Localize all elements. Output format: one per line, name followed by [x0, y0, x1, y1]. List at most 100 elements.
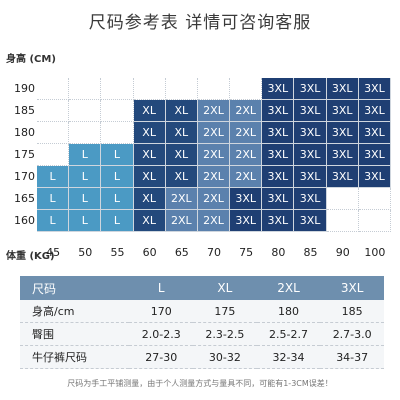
grid-cell: 2XL	[197, 188, 231, 210]
size-table: 尺码 L XL 2XL 3XL 身高/cm 170 175 180 185 臀围 2.0-2.3 2.3…	[20, 276, 384, 369]
grid-cell: 3XL	[262, 188, 295, 210]
grid-cell: 2XL	[230, 166, 263, 188]
grid-cell	[101, 100, 134, 122]
grid-cell	[358, 188, 391, 210]
table-row: 身高/cm 170 175 180 185	[20, 300, 384, 323]
grid-cell	[197, 78, 231, 100]
weight-tick: 55	[110, 246, 125, 259]
grid-cell: 2XL	[197, 166, 231, 188]
height-tick: 190	[14, 82, 35, 95]
table-cell: 2.0-2.3	[129, 322, 194, 346]
grid-cell: 2XL	[230, 100, 263, 122]
table-header-cell: L	[129, 276, 194, 300]
table-cell: 2.3-2.5	[193, 322, 257, 346]
grid-cell: 3XL	[294, 188, 327, 210]
table-cell: 27-30	[129, 345, 194, 369]
weight-tick: 75	[239, 246, 254, 259]
grid-cell	[326, 188, 359, 210]
grid-cell	[358, 210, 391, 232]
grid-cell: 3XL	[294, 210, 327, 232]
height-tick: 180	[14, 126, 35, 139]
weight-tick: 80	[271, 246, 286, 259]
grid-cell: 3XL	[262, 166, 295, 188]
grid-cell: 3XL	[326, 100, 359, 122]
grid-cell: 2XL	[197, 210, 231, 232]
grid-cell: 2XL	[230, 144, 263, 166]
table-header-cell: XL	[193, 276, 257, 300]
grid-cell: L	[69, 144, 102, 166]
grid-cell: 2XL	[165, 188, 198, 210]
grid-cell: 3XL	[294, 78, 327, 100]
table-cell: 180	[256, 300, 321, 323]
measurement-note: 尺码为手工平铺测量，由于个人测量方式与量具不同，可能有1-3CM误差！	[67, 379, 333, 388]
table-cell: 牛仔裤尺码	[20, 345, 130, 369]
grid-cell: 3XL	[326, 78, 359, 100]
table-cell: 32-34	[256, 345, 321, 369]
grid-cell: L	[37, 166, 70, 188]
grid-cell: L	[101, 166, 134, 188]
grid-cell	[69, 78, 102, 100]
grid-cell: 3XL	[326, 122, 359, 144]
table-cell: 185	[320, 300, 384, 323]
grid-cell: 3XL	[262, 210, 295, 232]
grid-cell: 3XL	[262, 122, 295, 144]
grid-cell: 3XL	[294, 122, 327, 144]
grid-cell	[230, 78, 263, 100]
weight-tick: 100	[364, 246, 386, 259]
grid-cell: 2XL	[230, 122, 263, 144]
page-title: 尺码参考表 详情可咨询客服	[88, 13, 312, 33]
weight-tick: 65	[174, 246, 189, 259]
table-row: 牛仔裤尺码 27-30 30-32 32-34 34-37	[20, 345, 384, 369]
grid-cell: XL	[165, 166, 198, 188]
table-cell: 30-32	[193, 345, 257, 369]
grid-cell: XL	[133, 144, 166, 166]
table-header-cell: 2XL	[256, 276, 321, 300]
table-cell: 臀围	[20, 322, 130, 346]
grid-cell: 3XL	[358, 144, 391, 166]
grid-cell: L	[101, 210, 134, 232]
weight-tick: 85	[303, 246, 318, 259]
grid-cell: XL	[133, 122, 166, 144]
table-cell: 身高/cm	[20, 300, 130, 323]
y-axis-label: 身高 (CM)	[6, 54, 56, 65]
weight-tick: 90	[335, 246, 350, 259]
table-cell: 34-37	[320, 345, 384, 369]
table-cell: 175	[193, 300, 257, 323]
grid-cell	[69, 122, 102, 144]
grid-cell: L	[69, 166, 102, 188]
table-header-cell: 尺码	[20, 276, 130, 300]
grid-cell: 2XL	[197, 122, 231, 144]
grid-cell: 3XL	[294, 144, 327, 166]
grid-cell: 2XL	[197, 100, 231, 122]
grid-cell	[101, 122, 134, 144]
table-header-row: 尺码 L XL 2XL 3XL	[20, 276, 384, 300]
grid-cell: L	[101, 144, 134, 166]
grid-cell: XL	[133, 100, 166, 122]
height-tick: 170	[14, 170, 35, 183]
grid-cell: L	[101, 188, 134, 210]
grid-cell	[165, 78, 198, 100]
grid-cell	[37, 100, 70, 122]
height-tick: 175	[14, 148, 35, 161]
weight-tick: 45	[46, 246, 61, 259]
height-tick: 185	[14, 104, 35, 117]
height-tick: 160	[14, 214, 35, 227]
grid-cell: L	[37, 188, 70, 210]
grid-cell	[69, 100, 102, 122]
grid-cell	[133, 78, 166, 100]
grid-cell	[37, 78, 70, 100]
grid-cell: XL	[133, 210, 166, 232]
grid-cell	[101, 78, 134, 100]
table-header-cell: 3XL	[320, 276, 384, 300]
grid-cell	[326, 210, 359, 232]
grid-cell: XL	[133, 166, 166, 188]
grid-cell: 3XL	[358, 122, 391, 144]
table-cell: 170	[129, 300, 194, 323]
grid-cell	[37, 144, 70, 166]
weight-tick: 70	[207, 246, 221, 259]
grid-cell: XL	[165, 122, 198, 144]
grid-cell: 3XL	[326, 144, 359, 166]
grid-cell: 3XL	[262, 144, 295, 166]
grid-cell: 3XL	[358, 78, 391, 100]
grid-cell: XL	[165, 144, 198, 166]
